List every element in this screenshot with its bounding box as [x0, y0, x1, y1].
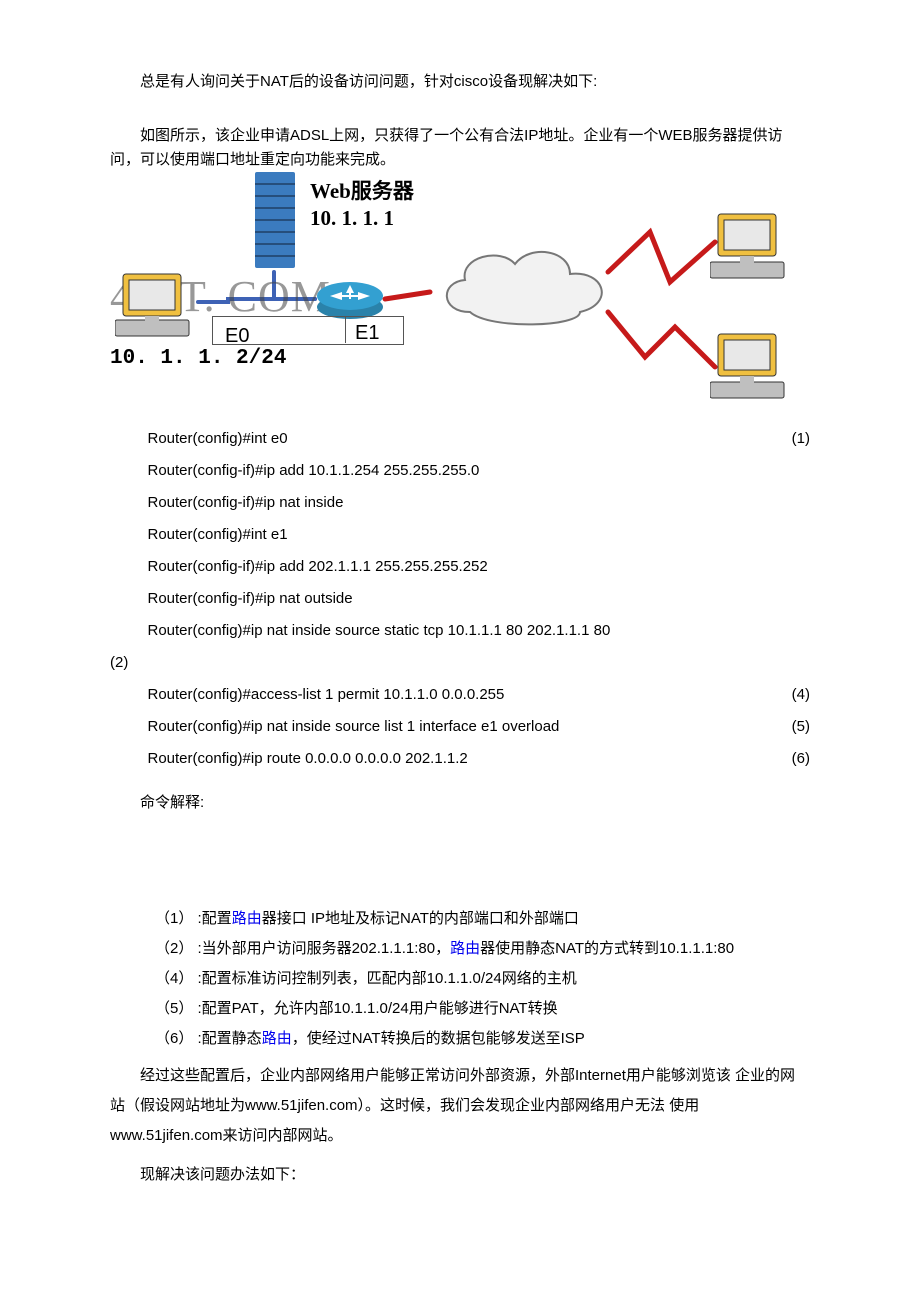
config-num: (5) [770, 715, 810, 739]
solution-intro: 现解决该问题办法如下： [110, 1163, 810, 1187]
explain-num: （4） [155, 970, 193, 987]
link-route[interactable]: 路由 [262, 1030, 292, 1047]
config-num: (1) [770, 427, 810, 451]
web-server-icon [250, 172, 300, 272]
explain-num: （1） [155, 910, 193, 927]
config-cmd: Router(config)#int e0 [148, 427, 771, 451]
explain-post: 器使用静态NAT的方式转到10.1.1.1:80 [480, 940, 734, 957]
document-page: 总是有人询问关于NAT后的设备访问问题，针对cisco设备现解决如下: 如图所示… [0, 0, 920, 1301]
config-cmd: Router(config)#ip route 0.0.0.0 0.0.0.0 … [148, 747, 771, 771]
config-line: Router(config)#ip nat inside source stat… [110, 619, 810, 643]
explain-item: （6） :配置静态路由，使经过NAT转换后的数据包能够发送至ISP [110, 1027, 810, 1051]
config-line: Router(config-if)#ip add 202.1.1.1 255.2… [110, 555, 810, 579]
config-cmd: Router(config-if)#ip add 10.1.1.254 255.… [148, 459, 771, 483]
config-cmd: Router(config-if)#ip nat inside [148, 491, 771, 515]
label-e1: E1 [355, 317, 379, 349]
config-num: (4) [770, 683, 810, 707]
label-e0: E0 [225, 320, 249, 352]
explain-pre: :配置PAT，允许内部10.1.1.0/24用户能够进行NAT转换 [193, 1000, 557, 1017]
config-line: Router(config)#ip nat inside source list… [110, 715, 810, 739]
config-line: Router(config-if)#ip nat inside [110, 491, 810, 515]
config-line: Router(config-if)#ip nat outside [110, 587, 810, 611]
link-route[interactable]: 路由 [450, 940, 480, 957]
web-server-name: Web服务器 [310, 179, 414, 203]
explain-item: （4） :配置标准访问控制列表，匹配内部10.1.1.0/24网络的主机 [110, 967, 810, 991]
config-line: Router(config)#int e1 [110, 523, 810, 547]
config-line: Router(config)#access-list 1 permit 10.1… [110, 683, 810, 707]
explain-num: （6） [155, 1030, 193, 1047]
explain-pre: :配置 [193, 910, 231, 927]
link-route[interactable]: 路由 [232, 910, 262, 927]
network-diagram: 451T. COM Web服务器 10. 1. 1. 1 10. 1. 1. 2… [110, 172, 790, 407]
wan-pc-icon [710, 212, 795, 285]
explain-num: （2） [155, 940, 193, 957]
lan-host-ip-label: 10. 1. 1. 2/24 [110, 342, 286, 376]
explain-list: （1） :配置路由器接口 IP地址及标记NAT的内部端口和外部端口 （2） :当… [110, 907, 810, 1051]
explain-title: 命令解释: [110, 791, 810, 815]
web-server-label: Web服务器 10. 1. 1. 1 [310, 178, 414, 233]
wan-pc-icon [710, 332, 795, 405]
config-line: Router(config-if)#ip add 10.1.1.254 255.… [110, 459, 810, 483]
config-num: (6) [770, 747, 810, 771]
config-cmd: Router(config)#ip nat inside source stat… [148, 619, 771, 643]
interface-box-sep [345, 316, 346, 343]
config-line: Router(config)#ip route 0.0.0.0 0.0.0.0 … [110, 747, 810, 771]
config-num-left: (2) [110, 651, 810, 675]
explain-post: 器接口 IP地址及标记NAT的内部端口和外部端口 [262, 910, 579, 927]
lan-pc-icon [115, 272, 200, 342]
result-paragraph: 经过这些配置后，企业内部网络用户能够正常访问外部资源，外部Internet用户能… [110, 1061, 810, 1151]
explain-pre: :配置标准访问控制列表，匹配内部10.1.1.0/24网络的主机 [193, 970, 576, 987]
explain-item: （2） :当外部用户访问服务器202.1.1.1:80，路由器使用静态NAT的方… [110, 937, 810, 961]
config-cmd: Router(config)#access-list 1 permit 10.1… [148, 683, 771, 707]
config-cmd: Router(config-if)#ip nat outside [148, 587, 771, 611]
intro-paragraph: 总是有人询问关于NAT后的设备访问问题，针对cisco设备现解决如下: [110, 70, 810, 94]
config-cmd: Router(config-if)#ip add 202.1.1.1 255.2… [148, 555, 771, 579]
explain-item: （1） :配置路由器接口 IP地址及标记NAT的内部端口和外部端口 [110, 907, 810, 931]
config-cmd: Router(config)#int e1 [148, 523, 771, 547]
router-icon [315, 279, 385, 321]
web-server-ip: 10. 1. 1. 1 [310, 206, 394, 230]
explain-pre: :配置静态 [193, 1030, 261, 1047]
explain-pre: :当外部用户访问服务器202.1.1.1:80， [193, 940, 450, 957]
explain-post: ，使经过NAT转换后的数据包能够发送至ISP [292, 1030, 585, 1047]
explain-item: （5） :配置PAT，允许内部10.1.1.0/24用户能够进行NAT转换 [110, 997, 810, 1021]
config-cmd: Router(config)#ip nat inside source list… [148, 715, 771, 739]
config-line: (2) [110, 651, 810, 675]
config-block-1: Router(config)#int e0 (1) Router(config-… [110, 427, 810, 771]
explain-num: （5） [155, 1000, 193, 1017]
internet-cloud-icon [430, 242, 620, 337]
scenario-paragraph: 如图所示，该企业申请ADSL上网，只获得了一个公有合法IP地址。企业有一个WEB… [110, 124, 810, 172]
config-line: Router(config)#int e0 (1) [110, 427, 810, 451]
